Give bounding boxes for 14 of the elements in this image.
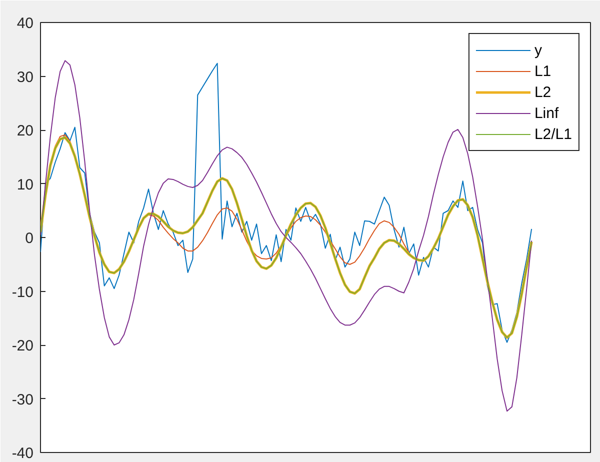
y-tick-label: -40 [12, 445, 34, 462]
legend-label: L2 [534, 82, 552, 102]
legend-label: L2/L1 [534, 124, 572, 144]
y-tick-label: 40 [16, 15, 34, 32]
legend-label: y [534, 40, 543, 60]
y-tick-label: 10 [16, 176, 34, 194]
legend-label: L1 [534, 62, 552, 81]
legend-label: Linf [534, 104, 559, 123]
y-tick-label: 20 [16, 122, 34, 140]
y-tick-label: 30 [16, 68, 34, 86]
y-tick-label: -10 [12, 284, 34, 301]
y-tick-label: 0 [25, 230, 34, 247]
y-tick-label: -30 [12, 391, 34, 408]
y-tick-label: -20 [12, 338, 34, 354]
